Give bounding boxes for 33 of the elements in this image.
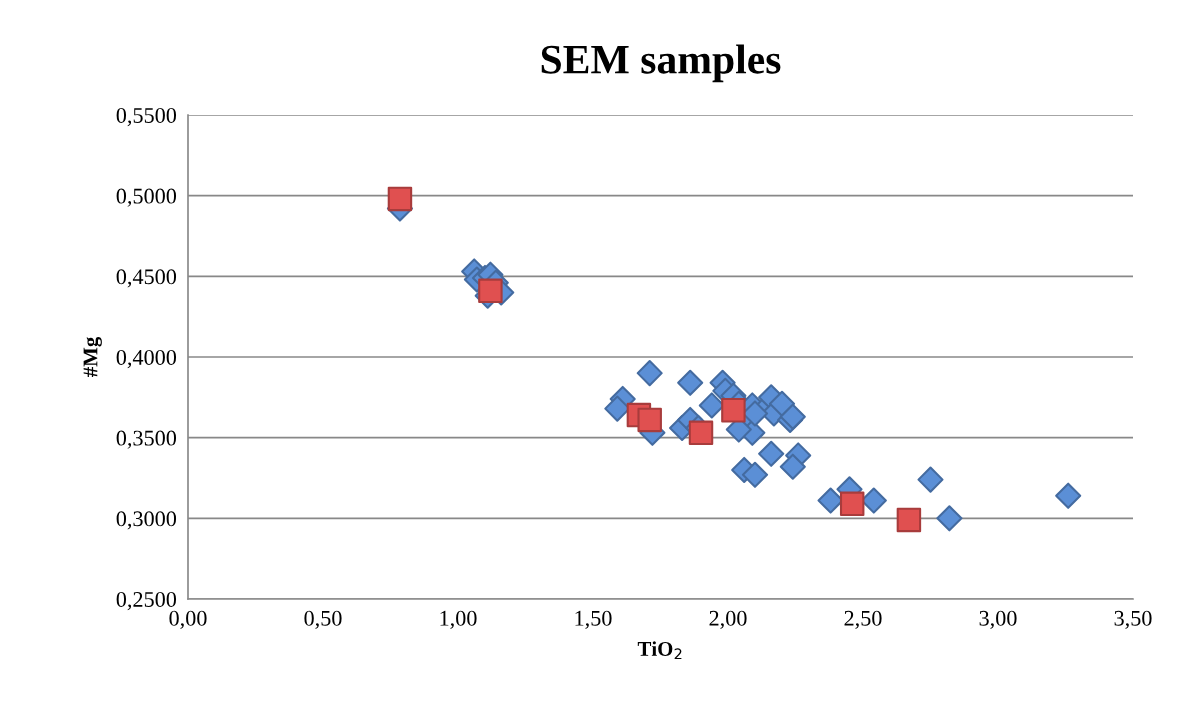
point — [936, 505, 963, 532]
point — [779, 453, 806, 480]
x-tick-label: 3,00 — [979, 610, 1017, 629]
y-tick-label: 0,3000 — [116, 511, 177, 530]
x-tick-label: 2,00 — [709, 610, 747, 629]
point — [478, 278, 503, 304]
point — [677, 369, 704, 396]
point — [741, 461, 769, 488]
y-tick-label: 0,5500 — [116, 107, 177, 127]
point — [387, 186, 413, 212]
x-axis-title: TiO$_{2}$ — [637, 641, 682, 660]
y-tick-label: 0,4500 — [116, 269, 177, 288]
point — [896, 507, 922, 533]
y-tick-label: 0,2500 — [116, 591, 177, 611]
x-tick-label: 1,50 — [575, 610, 612, 629]
y-axis-title: #Mg — [83, 336, 102, 377]
point — [636, 360, 663, 387]
x-tick-label: 2,50 — [844, 610, 882, 629]
chart-title: SEM samples — [541, 44, 781, 83]
y-tick-label: 0,3500 — [116, 430, 177, 449]
y-tick-label: 0,5000 — [116, 188, 177, 207]
point — [917, 466, 944, 493]
point — [688, 420, 714, 446]
point — [1055, 482, 1082, 509]
x-tick-label: 0,00 — [169, 610, 207, 629]
x-tick-label: 1,00 — [440, 610, 477, 629]
point — [839, 491, 865, 517]
x-tick-label: 0,50 — [304, 610, 342, 629]
point — [758, 440, 785, 467]
point — [637, 407, 662, 433]
x-tick-label: 3,50 — [1114, 610, 1152, 629]
point — [721, 398, 746, 423]
y-tick-label: 0,4000 — [116, 349, 177, 369]
